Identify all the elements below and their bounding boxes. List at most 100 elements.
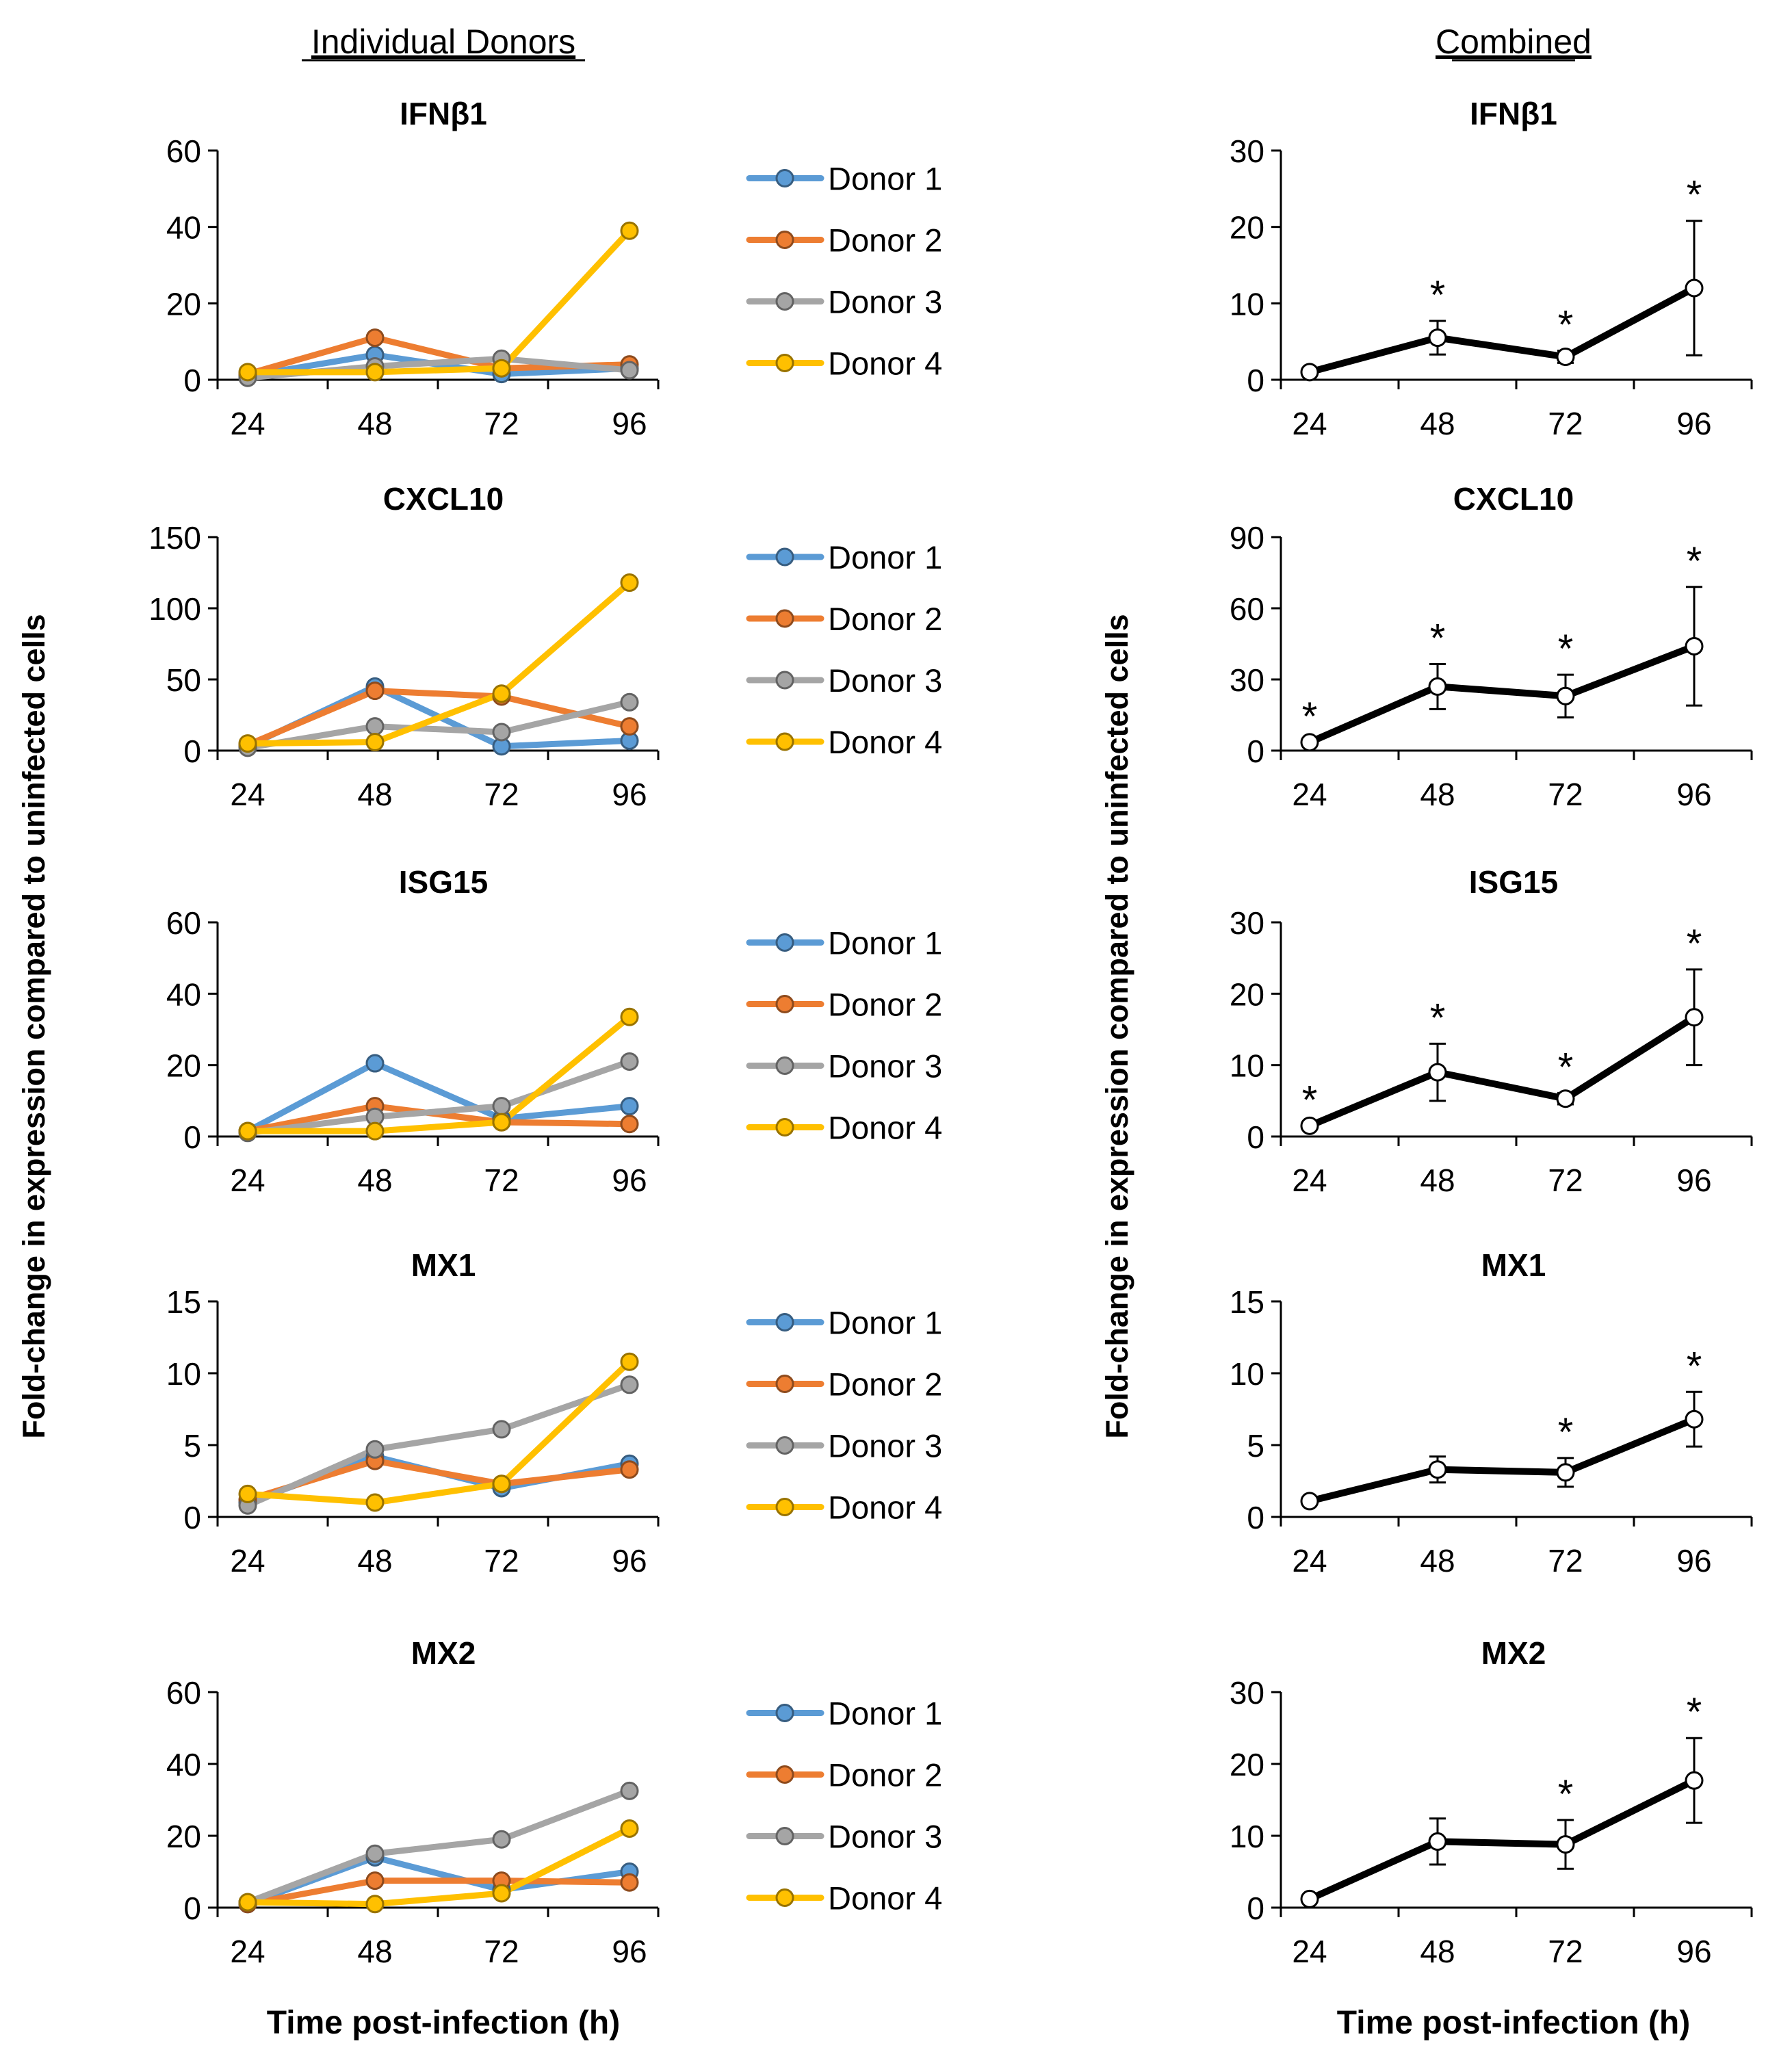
data-point-mean	[1556, 348, 1575, 366]
series-line-donor-4	[244, 580, 633, 747]
y-tick-label: 30	[1230, 1675, 1264, 1711]
x-tick-label: 72	[484, 1543, 519, 1579]
series-line-donor-1	[244, 1060, 633, 1134]
series-line-donor-4	[244, 1358, 633, 1506]
y-tick-label: 60	[1230, 591, 1264, 627]
legend-label-donor-3: Donor 3	[828, 662, 942, 699]
data-point-mean	[1428, 1832, 1447, 1851]
x-tick-label: 48	[1420, 777, 1455, 812]
x-tick-label: 96	[612, 1163, 647, 1198]
data-point-donor-1	[365, 1054, 385, 1073]
legend-marker-donor-1	[775, 1313, 794, 1332]
series-line-donor-3	[244, 1381, 633, 1509]
y-tick-label: 60	[166, 133, 201, 169]
data-point-mean	[1556, 1463, 1575, 1482]
chart-mx2-individual: MX2 0 20 40 60 24 48 72 96 Donor 1 Donor 2 Donor 3 D…	[166, 1635, 942, 1969]
x-tick-label: 96	[1676, 1934, 1711, 1969]
x-tick-label: 72	[484, 1163, 519, 1198]
data-point-donor-4	[620, 573, 639, 593]
x-tick-label: 96	[612, 1934, 647, 1969]
y-tick-label: 20	[166, 286, 201, 322]
legend-marker-donor-3	[775, 1436, 794, 1455]
chart-title: ISG15	[399, 864, 488, 900]
significance-asterisk: *	[1687, 173, 1702, 218]
chart-ifnb1-individual: IFNβ1 0 20 40 60 24 48 72 96 Donor 1 Donor 2 Donor …	[166, 96, 942, 441]
data-point-donor-4	[492, 1475, 511, 1494]
data-point-donor-4	[620, 1352, 639, 1371]
legend-label-donor-4: Donor 4	[828, 1880, 942, 1917]
legend-marker-donor-3	[775, 671, 794, 690]
data-point-donor-4	[492, 1113, 511, 1132]
y-tick-label: 10	[1230, 1819, 1264, 1854]
y-tick-label: 40	[166, 1747, 201, 1782]
x-axis-label-left: Time post-infection (h)	[267, 2005, 620, 2041]
chart-title: MX2	[411, 1635, 476, 1671]
series-line-donor-4	[244, 227, 633, 376]
chart-title: ISG15	[1469, 864, 1558, 900]
data-point-donor-2	[620, 1873, 639, 1892]
x-tick-label: 96	[612, 1543, 647, 1579]
x-tick-label: 24	[230, 406, 265, 441]
header-combined: Combined	[1436, 23, 1592, 61]
x-tick-label: 24	[230, 777, 265, 812]
data-point-donor-3	[620, 692, 639, 712]
y-tick-label: 60	[166, 905, 201, 941]
data-point-donor-4	[365, 363, 385, 382]
legend-label-donor-4: Donor 4	[828, 346, 942, 382]
y-tick-label: 40	[166, 976, 201, 1012]
significance-asterisk: *	[1687, 1344, 1702, 1388]
legend-marker-donor-2	[775, 1375, 794, 1393]
y-tick-label: 5	[183, 1428, 201, 1464]
x-tick-label: 24	[1292, 777, 1327, 812]
data-point-donor-2	[620, 717, 639, 736]
y-tick-label: 0	[1247, 1891, 1264, 1926]
data-point-donor-3	[620, 1781, 639, 1800]
data-point-mean	[1428, 677, 1447, 696]
significance-asterisk: *	[1302, 694, 1318, 739]
data-point-donor-4	[492, 684, 511, 703]
y-tick-label: 0	[1247, 363, 1264, 398]
data-point-donor-4	[365, 1895, 385, 1914]
y-tick-label: 0	[183, 363, 201, 398]
header-individual-donors: Individual Donors	[311, 23, 575, 61]
y-axis-label-right: Fold-change in expression compared to un…	[1100, 614, 1134, 1438]
legend-marker-donor-2	[775, 1765, 794, 1784]
data-point-donor-4	[365, 733, 385, 752]
x-tick-label: 72	[484, 1934, 519, 1969]
legend-label-donor-1: Donor 1	[828, 1696, 942, 1732]
x-tick-label: 96	[612, 777, 647, 812]
y-tick-label: 0	[183, 1119, 201, 1155]
legend-marker-donor-4	[775, 1118, 794, 1137]
data-point-mean	[1300, 1116, 1319, 1135]
data-point-mean	[1685, 1008, 1704, 1027]
x-tick-label: 72	[1548, 777, 1583, 812]
data-point-donor-4	[238, 734, 257, 753]
legend-label-donor-4: Donor 4	[828, 1110, 942, 1146]
legend-label-donor-4: Donor 4	[828, 724, 942, 760]
chart-mx2-combined: MX2 0 10 20 30 24 48 72 96 * *	[1230, 1635, 1753, 1969]
y-tick-label: 20	[1230, 976, 1264, 1012]
legend-marker-donor-4	[775, 732, 794, 751]
legend-marker-donor-4	[775, 1888, 794, 1907]
x-tick-label: 96	[1676, 1543, 1711, 1579]
x-tick-label: 72	[484, 406, 519, 441]
data-point-donor-1	[620, 1097, 639, 1116]
data-point-donor-3	[365, 1440, 385, 1459]
data-point-donor-4	[620, 1007, 639, 1026]
y-tick-label: 0	[1247, 1119, 1264, 1155]
x-tick-label: 72	[1548, 1543, 1583, 1579]
x-tick-label: 24	[230, 1163, 265, 1198]
y-tick-label: 30	[1230, 662, 1264, 698]
data-point-donor-4	[238, 363, 257, 382]
y-tick-label: 90	[1230, 520, 1264, 556]
legend-label-donor-4: Donor 4	[828, 1490, 942, 1526]
y-tick-label: 5	[1247, 1428, 1264, 1464]
x-tick-label: 96	[1676, 1163, 1711, 1198]
y-tick-label: 40	[166, 210, 201, 246]
data-point-mean	[1685, 1771, 1704, 1790]
legend-label-donor-3: Donor 3	[828, 284, 942, 320]
y-tick-label: 20	[1230, 210, 1264, 246]
x-tick-label: 96	[1676, 777, 1711, 812]
data-point-mean	[1428, 328, 1447, 348]
